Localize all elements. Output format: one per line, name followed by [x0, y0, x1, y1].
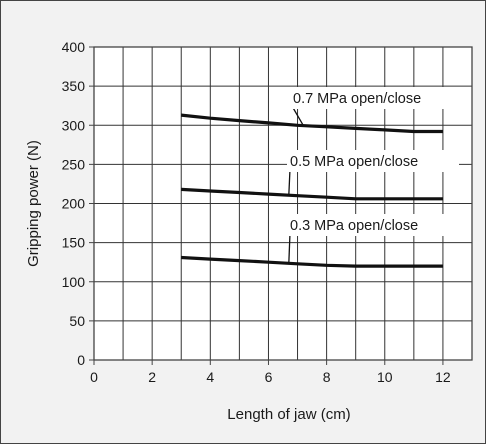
x-tick-label: 6: [265, 369, 273, 385]
x-tick-label: 10: [377, 369, 393, 385]
series-label-leader: [291, 105, 304, 126]
series-label-background: [290, 87, 462, 109]
series-label-background: [287, 214, 459, 236]
x-tick-label: 0: [90, 369, 98, 385]
tick-layer: 0 50 100 150 200 250 300 350 400 0 2 4 6 8 10 12: [62, 39, 451, 385]
series-label-layer: 0.7 MPa open/close 0.5 MPa open/close 0.3 …: [287, 87, 462, 264]
y-tick-label: 50: [69, 313, 85, 329]
series-label: 0.5 MPa open/close: [290, 154, 418, 170]
y-tick-label: 100: [62, 274, 86, 290]
series-layer: [181, 113, 443, 268]
y-tick-label: 150: [62, 235, 86, 251]
x-axis-title: Length of jaw (cm): [227, 406, 350, 423]
y-tick-label: 250: [62, 156, 86, 172]
y-tick-label: 300: [62, 117, 86, 133]
x-tick-label: 2: [148, 369, 156, 385]
series-line-2: [181, 255, 443, 268]
series-label: 0.7 MPa open/close: [293, 91, 421, 107]
series-line-1: [181, 187, 443, 201]
series-label-background: [287, 150, 459, 172]
y-tick-label: 0: [77, 352, 85, 368]
series-label-leader: [288, 168, 291, 196]
y-tick-label: 400: [62, 39, 86, 55]
series-label-leader: [288, 232, 291, 264]
y-tick-label: 350: [62, 78, 86, 94]
y-axis-title: Gripping power (N): [25, 140, 42, 267]
x-tick-label: 8: [323, 369, 331, 385]
x-tick-label: 12: [435, 369, 451, 385]
x-tick-label: 4: [206, 369, 214, 385]
series-label: 0.3 MPa open/close: [290, 218, 418, 234]
series-line-0: [181, 113, 443, 134]
y-tick-label: 200: [62, 196, 86, 212]
